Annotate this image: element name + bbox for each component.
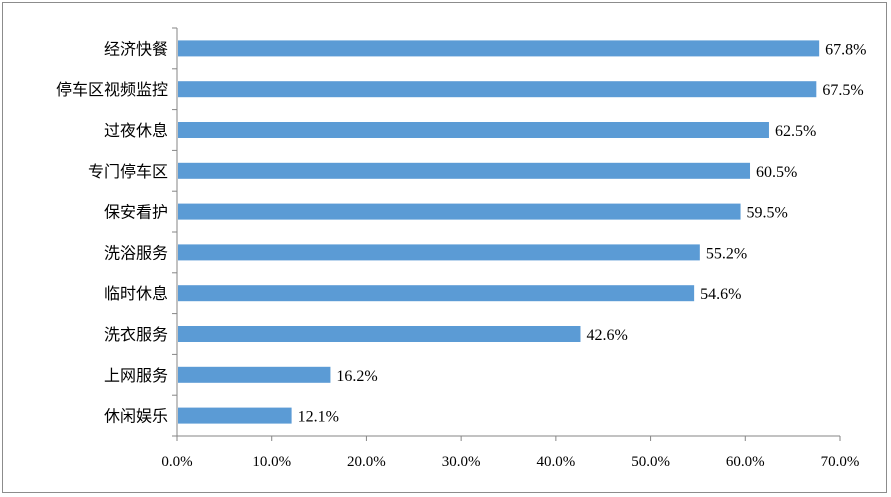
bar: [178, 285, 695, 302]
bar: [178, 326, 581, 342]
category-label: 保安看护: [104, 203, 168, 222]
category-label: 停车区视频监控: [56, 80, 168, 99]
category-label: 休闲娱乐: [104, 407, 168, 426]
bar: [178, 162, 751, 179]
category-label: 过夜休息: [104, 121, 168, 140]
x-tick-label: 20.0%: [347, 454, 386, 470]
bar: [178, 122, 769, 138]
data-label: 55.2%: [706, 245, 747, 262]
x-tick-label: 30.0%: [442, 454, 481, 470]
x-tick-label: 0.0%: [161, 454, 192, 470]
data-label: 67.8%: [825, 41, 866, 58]
data-label: 42.6%: [586, 327, 627, 344]
x-tick-label: 10.0%: [252, 454, 291, 470]
bar: [178, 203, 741, 220]
x-tick-label: 60.0%: [726, 454, 765, 470]
bar: [178, 407, 292, 424]
data-label: 16.2%: [336, 368, 377, 385]
data-label: 12.1%: [298, 409, 339, 426]
category-label: 洗衣服务: [104, 325, 168, 344]
bar: [178, 244, 700, 261]
x-tick-label: 40.0%: [536, 454, 575, 470]
category-label: 洗浴服务: [104, 243, 168, 262]
data-label: 59.5%: [747, 205, 788, 222]
category-label: 临时休息: [104, 284, 168, 303]
category-label: 专门停车区: [88, 162, 168, 181]
data-label: 62.5%: [775, 123, 816, 140]
bar: [178, 366, 331, 383]
bar: [178, 40, 820, 57]
category-label: 上网服务: [104, 366, 168, 385]
data-label: 60.5%: [756, 164, 797, 181]
data-label: 67.5%: [822, 82, 863, 99]
bar: [178, 81, 817, 98]
x-tick-label: 70.0%: [821, 454, 860, 470]
category-label: 经济快餐: [104, 39, 168, 58]
data-label: 54.6%: [700, 286, 741, 303]
x-tick-label: 50.0%: [631, 454, 670, 470]
